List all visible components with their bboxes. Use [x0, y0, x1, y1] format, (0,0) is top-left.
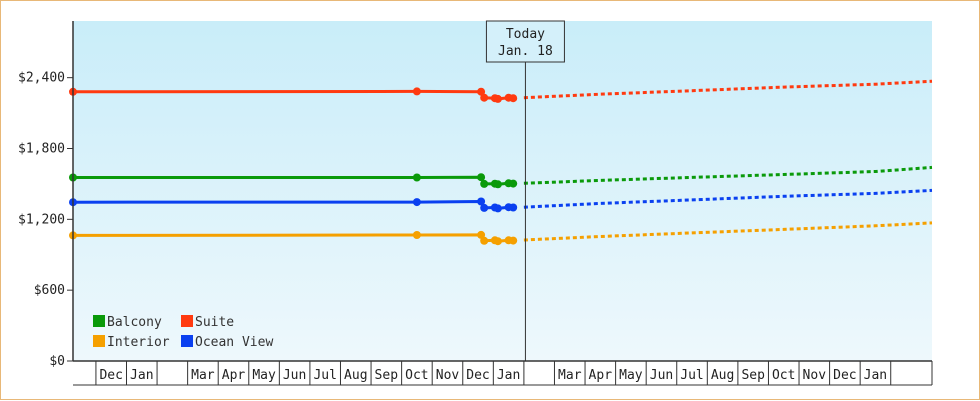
data-point-balcony-3 — [480, 179, 489, 188]
legend-swatch-balcony — [93, 315, 105, 327]
legend-swatch-suite — [181, 315, 193, 327]
data-point-interior-7 — [509, 236, 518, 245]
series-layer — [69, 79, 933, 246]
legend-label-ocean-view: Ocean View — [195, 335, 273, 350]
data-point-interior-5 — [493, 237, 502, 246]
forecast-line-interior — [523, 221, 933, 242]
today-marker: Today Jan. 18 — [485, 20, 565, 361]
x-tick-label: Jul — [313, 368, 336, 383]
y-tick-label: $2,400 — [18, 71, 65, 86]
x-tick-label: Nov — [803, 368, 827, 383]
x-tick-label: Jul — [680, 368, 703, 383]
forecast-line-ocean-view — [523, 188, 933, 209]
x-tick-label: May — [252, 368, 276, 383]
y-tick-label: $1,200 — [18, 212, 65, 227]
x-tick-label: Sep — [375, 368, 399, 383]
x-tick-label: Dec — [99, 368, 122, 383]
forecast-line-suite — [523, 79, 933, 100]
data-point-suite-7 — [509, 94, 518, 103]
data-point-balcony-7 — [509, 179, 518, 188]
x-tick-label: Jun — [283, 368, 306, 383]
y-tick-label: $0 — [49, 354, 65, 369]
forecast-line-balcony — [523, 165, 933, 185]
x-tick-label: Oct — [772, 368, 795, 383]
x-tick-label: Apr — [222, 368, 246, 383]
data-point-balcony-5 — [493, 180, 502, 189]
legend-label-balcony: Balcony — [107, 315, 162, 330]
today-box — [485, 20, 565, 63]
data-point-suite-1 — [412, 87, 421, 96]
data-point-balcony-2 — [477, 173, 486, 182]
x-tick-label: Oct — [405, 368, 428, 383]
legend-label-suite: Suite — [195, 315, 234, 330]
legend-label-interior: Interior — [107, 335, 170, 350]
legend: Balcony Suite Interior Ocean View — [93, 315, 273, 350]
data-point-interior-2 — [477, 230, 486, 239]
data-point-ocean-view-3 — [480, 203, 489, 212]
x-tick-label: Jan — [130, 368, 153, 383]
x-tick-label: Sep — [741, 368, 765, 383]
data-point-interior-3 — [480, 236, 489, 245]
data-point-suite-2 — [477, 87, 486, 96]
data-point-suite-3 — [480, 93, 489, 102]
legend-swatch-interior — [93, 335, 105, 347]
data-point-ocean-view-2 — [477, 197, 486, 206]
today-label: Today — [506, 27, 545, 42]
x-tick-label: Jan — [864, 368, 887, 383]
data-point-ocean-view-1 — [412, 198, 421, 207]
today-date: Jan. 18 — [498, 44, 553, 59]
plot-background — [73, 21, 932, 361]
axes-layer: $0 $600 $1,200 $1,800 $2,400 Dec Jan Mar Apr May J… — [18, 21, 933, 386]
x-tick-label: Dec — [466, 368, 489, 383]
x-tick-label: May — [619, 368, 643, 383]
x-tick-label: Mar — [191, 368, 215, 383]
x-tick-label: Jan — [497, 368, 520, 383]
y-tick-label: $600 — [34, 283, 65, 298]
data-point-balcony-1 — [412, 173, 421, 182]
legend-swatch-ocean-view — [181, 335, 193, 347]
data-point-suite-5 — [493, 94, 502, 103]
x-tick-label: Aug — [711, 368, 734, 383]
x-tick-label: Mar — [558, 368, 582, 383]
x-tick-label: Apr — [589, 368, 613, 383]
x-tick-label: Aug — [344, 368, 367, 383]
y-tick-label: $1,800 — [18, 142, 65, 157]
x-tick-label: Nov — [436, 368, 460, 383]
data-point-interior-1 — [412, 231, 421, 239]
x-tick-label: Jun — [650, 368, 673, 383]
x-tick-label: Dec — [833, 368, 856, 383]
data-point-ocean-view-7 — [509, 203, 518, 212]
data-point-ocean-view-5 — [493, 204, 502, 213]
